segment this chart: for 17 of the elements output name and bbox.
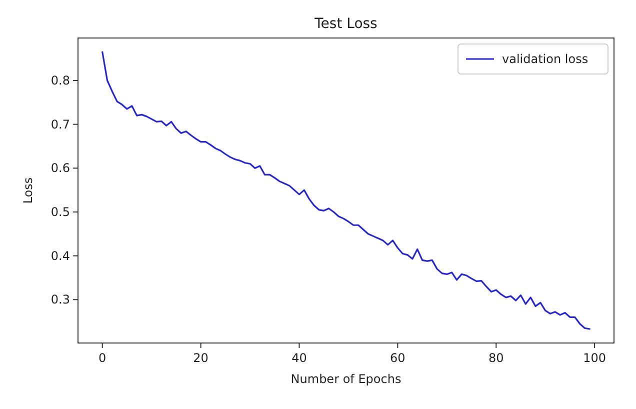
y-tick-label: 0.8 bbox=[50, 74, 70, 88]
x-tick-label: 60 bbox=[390, 351, 406, 365]
legend-label: validation loss bbox=[502, 52, 588, 66]
y-tick-label: 0.3 bbox=[50, 292, 70, 307]
y-tick-label: 0.5 bbox=[50, 204, 70, 219]
x-tick-label: 100 bbox=[583, 351, 606, 365]
y-tick-label: 0.6 bbox=[50, 161, 70, 176]
line-series bbox=[102, 51, 590, 330]
x-tick-label: 20 bbox=[193, 351, 208, 365]
x-tick-label: 40 bbox=[292, 351, 307, 365]
y-axis-title: Loss bbox=[21, 177, 35, 204]
x-axis-title: Number of Epochs bbox=[290, 372, 402, 386]
chart-title: Test Loss bbox=[314, 16, 378, 32]
y-tick-label: 0.7 bbox=[50, 117, 70, 132]
x-tick-label: 0 bbox=[98, 351, 106, 365]
y-tick-label: 0.4 bbox=[50, 248, 70, 263]
x-tick-label: 80 bbox=[488, 351, 504, 365]
